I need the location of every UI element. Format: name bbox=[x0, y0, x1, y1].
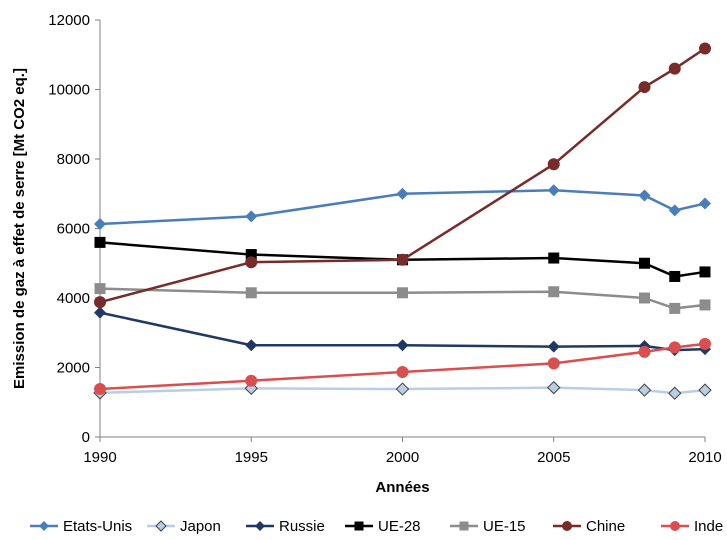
legend-entry: Inde bbox=[661, 518, 723, 535]
legend-marker bbox=[255, 521, 265, 531]
series-chine bbox=[94, 42, 711, 309]
data-point bbox=[397, 287, 408, 299]
series-inde bbox=[94, 337, 711, 396]
x-tick-label: 1990 bbox=[83, 449, 116, 466]
data-point bbox=[245, 339, 258, 352]
y-tick-label: 4000 bbox=[57, 290, 90, 307]
data-point bbox=[547, 184, 560, 197]
x-axis-title: Années bbox=[375, 479, 429, 496]
data-point bbox=[547, 357, 560, 370]
data-point bbox=[668, 62, 681, 75]
legend-label: Etats-Unis bbox=[63, 518, 132, 535]
data-point bbox=[94, 296, 106, 309]
legend-entry: UE-15 bbox=[450, 518, 526, 535]
y-tick-label: 8000 bbox=[57, 151, 90, 168]
legend-marker bbox=[459, 521, 469, 531]
data-point bbox=[639, 292, 650, 304]
data-point bbox=[245, 256, 258, 269]
data-point bbox=[94, 236, 106, 248]
data-point bbox=[668, 204, 681, 217]
legend-label: Russie bbox=[279, 518, 325, 535]
x-tick-label: 2000 bbox=[386, 449, 419, 466]
data-point bbox=[669, 302, 681, 314]
data-point bbox=[637, 383, 652, 397]
data-point bbox=[699, 266, 711, 278]
legend-entry: Russie bbox=[246, 518, 325, 535]
legend: Etats-Unis Japon Russie UE-28 UE-15 Chine Inde bbox=[30, 518, 723, 535]
y-tick-label: 0 bbox=[82, 429, 90, 446]
data-point bbox=[94, 383, 106, 396]
data-point bbox=[638, 345, 651, 358]
data-point bbox=[699, 42, 711, 55]
series-ue-28 bbox=[94, 236, 711, 282]
data-point bbox=[669, 270, 681, 282]
data-point bbox=[547, 340, 560, 353]
data-point bbox=[94, 283, 106, 295]
data-point bbox=[668, 341, 681, 354]
data-point bbox=[245, 210, 258, 223]
series-ue-15 bbox=[94, 283, 711, 314]
data-point bbox=[548, 286, 560, 298]
legend-marker bbox=[39, 521, 49, 531]
data-point bbox=[94, 306, 106, 319]
legend-label: Japon bbox=[180, 518, 221, 535]
y-tick-label: 2000 bbox=[57, 360, 90, 377]
x-tick-label: 2010 bbox=[688, 449, 721, 466]
y-tick-label: 12000 bbox=[48, 12, 90, 29]
data-point bbox=[396, 366, 409, 379]
data-point bbox=[699, 197, 711, 210]
data-point bbox=[547, 380, 561, 395]
data-point bbox=[396, 187, 409, 200]
data-point bbox=[245, 374, 258, 387]
legend-marker bbox=[155, 520, 167, 532]
legend-marker bbox=[562, 521, 572, 531]
data-point bbox=[245, 249, 257, 261]
x-tick-label: 1995 bbox=[235, 449, 268, 466]
data-point bbox=[547, 158, 560, 171]
data-point bbox=[548, 252, 560, 264]
legend-marker bbox=[354, 521, 364, 531]
series-russie bbox=[94, 306, 711, 357]
data-point bbox=[94, 217, 106, 230]
data-point bbox=[639, 257, 650, 269]
y-axis-title: Emission de gaz à effet de serre [Mt CO2… bbox=[11, 68, 28, 389]
legend-label: Inde bbox=[694, 518, 723, 535]
x-tick-label: 2005 bbox=[537, 449, 570, 466]
data-point bbox=[668, 386, 682, 400]
legend-label: Chine bbox=[586, 518, 625, 535]
legend-marker bbox=[670, 521, 680, 531]
legend-entry: UE-28 bbox=[345, 518, 421, 535]
data-point bbox=[245, 287, 257, 299]
legend-entry: Japon bbox=[147, 518, 221, 535]
data-point bbox=[395, 382, 410, 396]
legend-label: UE-15 bbox=[483, 518, 526, 535]
data-point bbox=[698, 383, 712, 397]
y-tick-label: 6000 bbox=[57, 221, 90, 238]
series-etats-unis bbox=[94, 184, 711, 230]
data-point bbox=[638, 81, 651, 94]
legend-label: UE-28 bbox=[378, 518, 421, 535]
data-point bbox=[396, 253, 409, 266]
data-point bbox=[638, 189, 651, 202]
y-tick-label: 10000 bbox=[48, 82, 90, 99]
data-point bbox=[396, 339, 409, 352]
data-point bbox=[699, 337, 711, 350]
legend-entry: Chine bbox=[553, 518, 625, 535]
legend-entry: Etats-Unis bbox=[30, 518, 132, 535]
data-point bbox=[699, 299, 711, 311]
